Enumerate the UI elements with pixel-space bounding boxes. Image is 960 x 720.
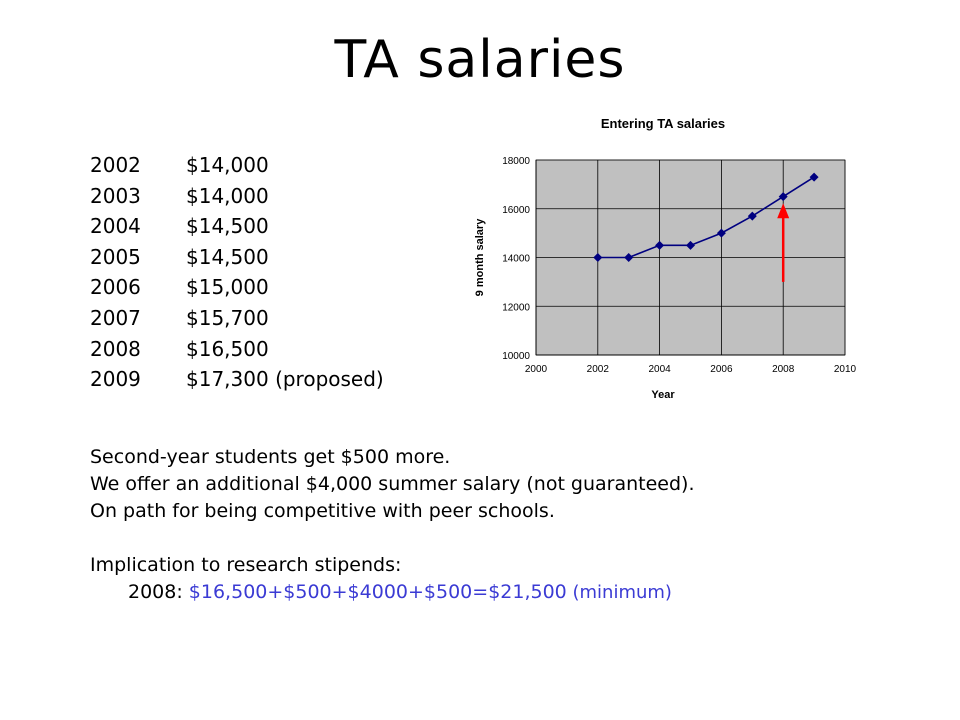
data-point-marker xyxy=(778,192,788,202)
x-tick-label: 2000 xyxy=(525,364,548,375)
slide-title: TA salaries xyxy=(334,30,626,90)
salary-table: 2002 $14,000 2003 $14,000 2004 $14,500 2005… xyxy=(90,150,384,395)
y-tick-label: 10000 xyxy=(502,351,530,362)
salary-row: 2006 $15,000 xyxy=(90,272,384,303)
x-tick-label: 2008 xyxy=(772,364,795,375)
salary-year: 2007 xyxy=(90,305,141,330)
notes-block: Second-year students get $500 more. We o… xyxy=(90,444,695,606)
x-tick-label: 2002 xyxy=(587,364,610,375)
salary-row: 2009 $17,300 (proposed) xyxy=(90,364,384,395)
salary-row: 2003 $14,000 xyxy=(90,181,384,212)
spacer xyxy=(90,525,695,552)
note-peer-schools: On path for being competitive with peer … xyxy=(90,500,555,522)
salary-year: 2003 xyxy=(90,183,141,208)
data-point-marker xyxy=(747,211,757,221)
chart-title: Entering TA salaries xyxy=(601,116,725,131)
salary-year: 2005 xyxy=(90,244,141,269)
y-tick-label: 12000 xyxy=(502,302,530,313)
salary-amount: $16,500 xyxy=(186,336,269,361)
salary-year: 2002 xyxy=(90,153,141,177)
y-tick-label: 16000 xyxy=(502,205,530,216)
data-point-marker xyxy=(716,228,726,238)
salary-amount: $14,500 xyxy=(186,214,269,239)
salary-row: 2002 $14,000 xyxy=(90,150,384,181)
x-tick-label: 2006 xyxy=(710,364,733,375)
salary-year: 2008 xyxy=(90,336,141,361)
note-second-year: Second-year students get $500 more. xyxy=(90,446,451,468)
x-tick-label: 2010 xyxy=(834,364,857,375)
x-axis-title: Year xyxy=(651,389,675,401)
implication-heading: Implication to research stipends: xyxy=(90,554,402,576)
salary-row: 2004 $14,500 xyxy=(90,211,384,242)
series-line xyxy=(597,176,815,259)
implication-suffix: (minimum) xyxy=(566,582,672,603)
salary-row: 2007 $15,700 xyxy=(90,303,384,334)
salary-amount: $14,500 xyxy=(186,244,269,269)
salary-year: 2009 xyxy=(90,367,141,392)
y-axis-title: 9 month salary xyxy=(474,218,486,297)
annotation-arrow-head xyxy=(777,203,790,219)
salary-row: 2005 $14,500 xyxy=(90,242,384,273)
salary-year: 2006 xyxy=(90,275,141,300)
x-tick-label: 2004 xyxy=(648,364,671,375)
salary-amount: $15,000 xyxy=(186,275,269,300)
data-point-marker xyxy=(686,240,695,250)
note-summer-salary: We offer an additional $4,000 summer sal… xyxy=(90,473,695,495)
salary-amount: $14,000 xyxy=(186,153,269,177)
salary-amount: $17,300 (proposed) xyxy=(186,367,384,392)
data-point-marker xyxy=(809,172,819,182)
salary-row: 2008 $16,500 xyxy=(90,334,384,365)
implication-calc: $16,500+$500+$4000+$500=$21,500 xyxy=(188,581,567,603)
data-point-marker xyxy=(624,253,634,262)
y-tick-label: 18000 xyxy=(502,156,530,167)
implication-year: 2008: xyxy=(128,581,189,603)
implication-line: 2008: $16,500+$500+$4000+$500=$21,500 (m… xyxy=(90,579,695,606)
salary-year: 2004 xyxy=(90,214,141,239)
y-tick-label: 14000 xyxy=(502,254,530,265)
salary-line-chart: Entering TA salaries 10000 12000 14000 16000… xyxy=(474,116,857,401)
salary-amount: $15,700 xyxy=(186,305,269,330)
salary-amount: $14,000 xyxy=(186,183,269,208)
data-point-marker xyxy=(655,240,665,250)
data-point-marker xyxy=(593,253,603,262)
